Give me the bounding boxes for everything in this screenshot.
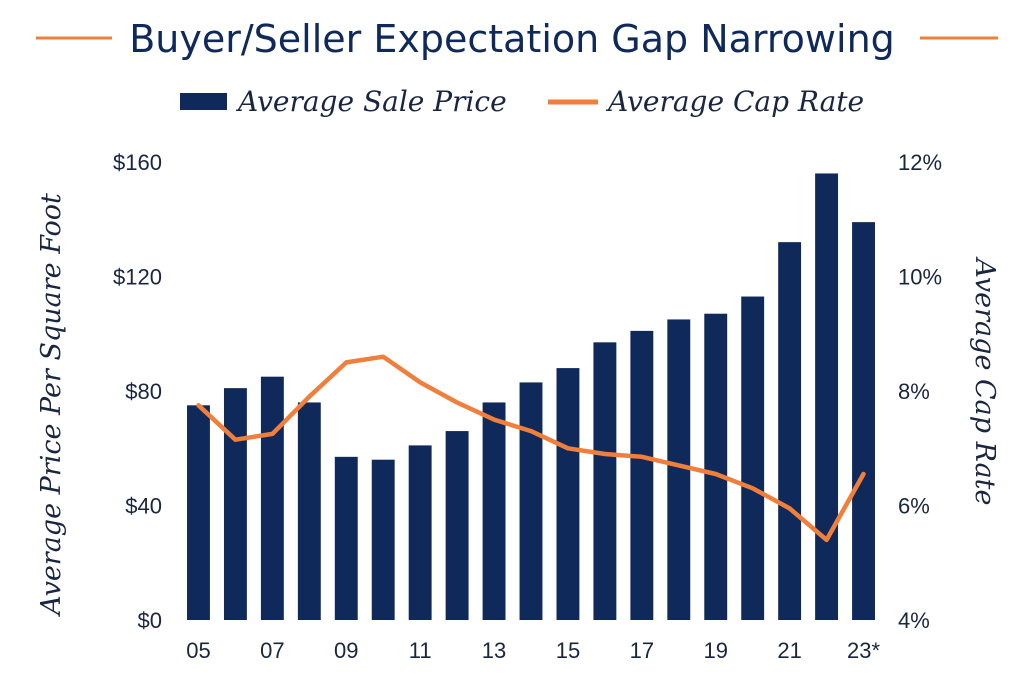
bar-09 [334,456,358,620]
chart-title: Buyer/Seller Expectation Gap Narrowing [129,17,895,61]
y-axis-title-left: Average Price Per Square Foot [36,193,67,618]
bar-17 [630,330,654,620]
bar-10 [371,459,395,620]
x-tick-label: 19 [703,638,727,663]
bar-06 [223,388,247,620]
y-tick-label-right: 10% [898,265,942,290]
x-tick-label: 13 [482,638,506,663]
legend: Average Sale Price Average Cap Rate [180,85,864,118]
bar-12 [445,431,469,620]
y-tick-label-left: $120 [113,265,162,290]
bar-14 [519,382,543,620]
x-tick-label: 17 [630,638,654,663]
bar-19 [704,313,728,620]
y-tick-label-right: 4% [898,608,930,633]
bar-05 [187,405,210,620]
x-tick-label: 09 [334,638,358,663]
bar-20 [741,296,765,620]
bar-13 [482,402,506,620]
bar-08 [297,402,321,620]
y-axis-right: 4% 6% 8% 10% 12% [898,150,942,633]
bar-22 [815,173,839,620]
cap-rate-line [196,354,866,543]
bar-18 [667,319,691,620]
x-tick-label: 11 [409,638,432,663]
y-tick-label-left: $160 [113,150,162,175]
line-series [196,354,866,543]
bar-15 [556,368,580,620]
legend-swatch-bar [180,93,227,110]
y-tick-label-right: 8% [898,379,930,404]
legend-label-sale-price: Average Sale Price [235,85,507,118]
legend-label-cap-rate: Average Cap Rate [605,85,864,118]
y-tick-label-left: $80 [125,379,162,404]
y-tick-label-left: $40 [125,494,162,519]
y-tick-label-left: $0 [138,608,162,633]
x-tick-label: 07 [260,638,284,663]
y-tick-label-right: 12% [898,150,942,175]
bar-21 [778,242,802,620]
bar-11 [408,445,432,620]
y-tick-label-right: 6% [898,494,930,519]
bar-16 [593,342,617,620]
bar-07 [260,376,284,620]
x-tick-label: 21 [777,638,801,663]
bar-series [187,173,875,621]
bar-23* [852,222,875,621]
x-tick-label: 05 [186,638,210,663]
y-axis-left: $0 $40 $80 $120 $160 [113,150,162,633]
y-axis-title-right: Average Cap Rate [969,256,1000,506]
x-tick-label: 15 [556,638,580,663]
x-axis: 05 07 09 11 13 15 17 19 21 23* [186,638,880,663]
x-tick-label: 23* [847,638,880,663]
